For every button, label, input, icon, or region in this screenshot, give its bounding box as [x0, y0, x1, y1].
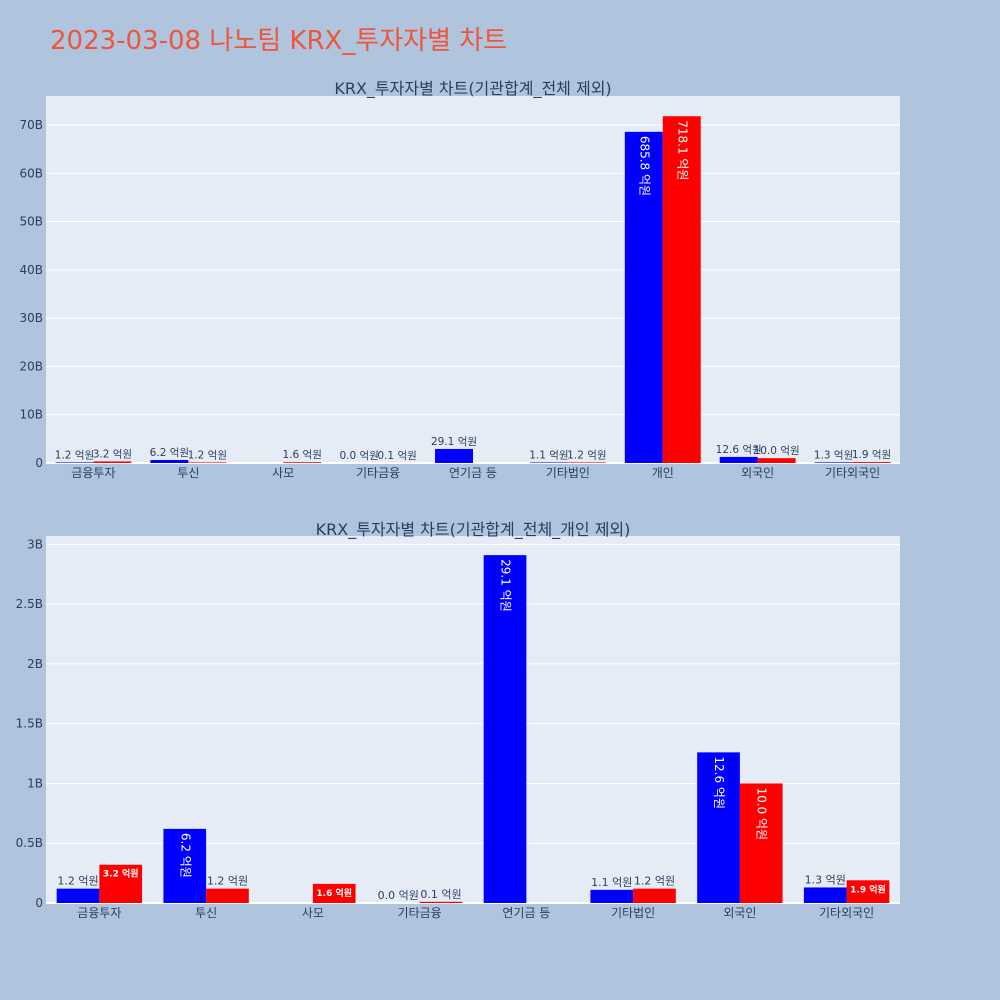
data-label: 29.1 억원 [499, 559, 513, 612]
y-tick-label: 3B [27, 537, 43, 551]
x-tick-label: 사모 [272, 466, 294, 480]
data-label: 1.9 억원 [852, 449, 891, 461]
data-label: 1.2 억원 [634, 875, 675, 888]
x-tick-label: 기타금융 [356, 466, 400, 480]
bar [206, 888, 249, 903]
data-label: 29.1 억원 [431, 436, 477, 448]
y-tick-label: 2B [27, 657, 43, 671]
data-label: 1.6 억원 [316, 887, 352, 899]
chart-top: KRX_투자자별 차트(기관합계_전체 제외) 0 10B 20B 30B 40B 50B 6… [19, 79, 900, 480]
data-label: 1.3 억원 [814, 449, 853, 461]
x-tick-label: 금융투자 [77, 906, 121, 920]
chart-title: KRX_투자자별 차트(기관합계_전체_개인 제외) [316, 520, 631, 540]
y-tick-label: 50B [19, 215, 43, 229]
bar [483, 555, 527, 903]
y-tick-label: 1B [27, 776, 43, 790]
data-label: 685.8 억원 [637, 136, 651, 196]
y-tick-label: 20B [19, 359, 43, 373]
bar [803, 887, 847, 903]
data-label: 1.2 억원 [188, 449, 227, 461]
data-label: 0.1 억원 [377, 450, 416, 462]
data-label: 3.2 억원 [93, 448, 132, 460]
bar [662, 116, 701, 464]
y-tick-label: 40B [19, 263, 43, 277]
bar [739, 783, 783, 903]
bar [150, 460, 189, 463]
y-tick-label: 60B [19, 166, 43, 180]
data-label: 1.2 억원 [57, 875, 98, 888]
y-tick-label: 10B [19, 408, 43, 422]
bar [624, 131, 663, 463]
bar [312, 883, 356, 903]
x-tick-label: 연기금 등 [502, 906, 550, 920]
x-tick-label: 연기금 등 [449, 466, 497, 480]
x-tick-label: 기타외국인 [819, 906, 874, 920]
bar [814, 462, 853, 463]
bar [55, 462, 94, 463]
x-tick-label: 개인 [652, 466, 674, 480]
data-label: 0.0 억원 [378, 889, 419, 902]
data-label: 1.1 억원 [529, 449, 568, 461]
chart-bottom: KRX_투자자별 차트(기관합계_전체_개인 제외) 0 0.5B 1B 1.5B 2B 2… [16, 520, 900, 920]
y-tick-label: 70B [19, 118, 43, 132]
x-tick-label: 기타법인 [546, 466, 590, 480]
main-title: 2023-03-08 나노팀 KRX_투자자별 차트 [50, 26, 507, 56]
bar [719, 456, 758, 463]
x-tick-label: 기타외국인 [825, 466, 880, 480]
x-tick-label: 기타법인 [611, 906, 655, 920]
x-tick-label: 투신 [177, 466, 199, 480]
data-label: 1.2 억원 [55, 449, 94, 461]
bar [567, 462, 606, 463]
data-label: 3.2 억원 [103, 868, 139, 880]
plot-area [46, 96, 900, 463]
y-tick-label: 0.5B [16, 836, 43, 850]
bar [529, 462, 568, 463]
data-label: 12.6 억원 [712, 756, 726, 809]
data-label: 0.1 억원 [420, 888, 461, 901]
y-tick-label: 1.5B [16, 717, 43, 731]
bar [852, 462, 891, 463]
x-tick-label: 투신 [195, 906, 217, 920]
bar [93, 461, 132, 463]
bar [590, 889, 634, 903]
y-tick-label: 0 [35, 896, 43, 910]
x-tick-label: 금융투자 [71, 466, 115, 480]
data-label: 6.2 억원 [150, 447, 189, 459]
data-label: 1.6 억원 [283, 449, 322, 461]
data-label: 1.3 억원 [805, 873, 846, 886]
bar [283, 462, 322, 463]
data-label: 1.1 억원 [591, 876, 632, 889]
data-label: 6.2 억원 [178, 833, 192, 878]
data-label: 10.0 억원 [754, 445, 800, 457]
data-label: 1.2 억원 [567, 449, 606, 461]
data-label: 1.9 억원 [850, 883, 886, 895]
data-label: 10.0 억원 [755, 787, 769, 840]
x-tick-label: 기타금융 [398, 906, 442, 920]
bar [99, 864, 143, 903]
bar [163, 828, 207, 903]
bar [633, 888, 676, 903]
y-tick-label: 2.5B [16, 597, 43, 611]
data-label: 0.0 억원 [339, 450, 378, 462]
bar [757, 458, 796, 463]
bar [419, 901, 463, 903]
x-tick-label: 외국인 [723, 906, 756, 920]
data-label: 718.1 억원 [675, 120, 689, 180]
bar [846, 880, 890, 903]
x-tick-label: 외국인 [741, 466, 774, 480]
bar [56, 888, 100, 903]
data-label: 1.2 억원 [207, 875, 248, 888]
y-tick-label: 0 [35, 456, 43, 470]
bar [188, 462, 227, 463]
x-tick-label: 사모 [302, 906, 324, 920]
data-label: 12.6 억원 [716, 444, 762, 456]
bar [697, 752, 740, 903]
chart-title: KRX_투자자별 차트(기관합계_전체 제외) [334, 79, 611, 99]
y-tick-label: 30B [19, 311, 43, 325]
bar [435, 448, 473, 463]
